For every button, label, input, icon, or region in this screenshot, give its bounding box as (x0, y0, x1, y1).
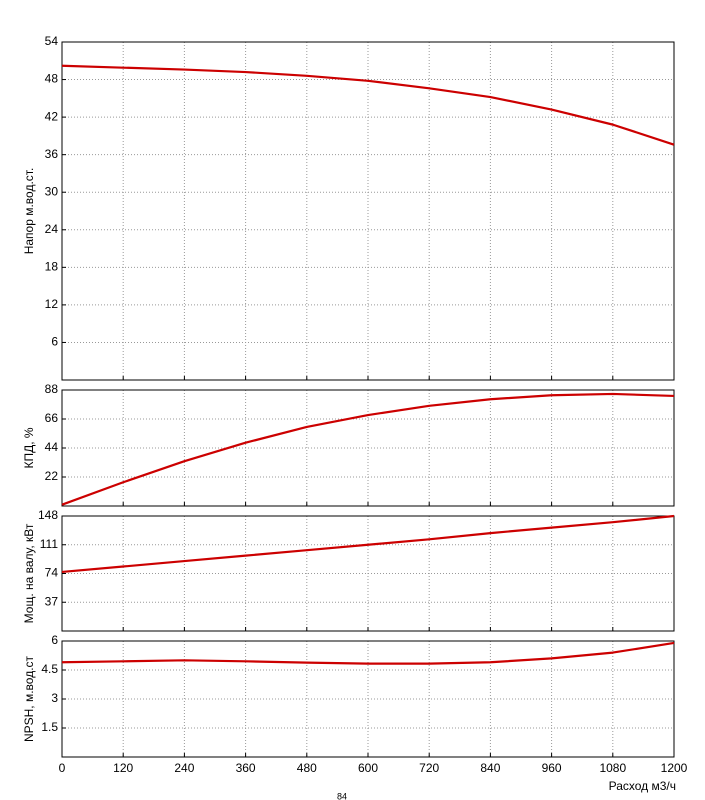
data-line (61, 641, 675, 665)
y-tick-label: 4.5 (41, 662, 58, 676)
y-tick-label: 88 (45, 382, 59, 396)
y-tick-label: 1.5 (41, 720, 58, 734)
plot-frame (61, 41, 675, 381)
y-axis-label: Напор м.вод.ст. (22, 168, 36, 255)
y-tick-label: 42 (45, 109, 59, 123)
plot-frame (61, 640, 675, 758)
y-tick-label: 22 (45, 469, 59, 483)
y-axis-label: Мощ. на валу, кВт (22, 523, 36, 623)
x-tick-label: 360 (236, 761, 256, 775)
x-tick-label: 0 (59, 761, 66, 775)
x-tick-label: 240 (174, 761, 194, 775)
y-tick-label: 6 (51, 335, 58, 349)
y-tick-label: 18 (45, 260, 59, 274)
plot-frame (61, 389, 675, 507)
y-tick-label: 24 (45, 222, 59, 236)
x-tick-label: 840 (480, 761, 500, 775)
plot-frame (61, 515, 675, 632)
data-line (61, 64, 675, 146)
y-tick-label: 30 (45, 184, 59, 198)
y-tick-label: 48 (45, 72, 59, 86)
y-tick-label: 74 (45, 566, 59, 580)
x-tick-label: 600 (358, 761, 378, 775)
x-tick-label: 960 (542, 761, 562, 775)
data-line (61, 392, 675, 506)
y-tick-label: 36 (45, 147, 59, 161)
y-axis-label: NPSH, м.вод.ст (22, 655, 36, 742)
data-line (61, 514, 675, 574)
y-tick-label: 44 (45, 440, 59, 454)
y-axis-label: КПД, % (22, 427, 36, 468)
y-tick-label: 66 (45, 411, 59, 425)
y-tick-label: 111 (40, 537, 59, 551)
x-tick-label: 1080 (599, 761, 626, 775)
x-tick-label: 1200 (661, 761, 688, 775)
y-tick-label: 37 (45, 594, 59, 608)
y-tick-label: 12 (45, 297, 59, 311)
x-tick-label: 480 (297, 761, 317, 775)
x-tick-label: 720 (419, 761, 439, 775)
y-tick-label: 148 (38, 508, 58, 522)
x-tick-label: 120 (113, 761, 133, 775)
y-tick-label: 3 (51, 691, 58, 705)
y-tick-label: 6 (51, 633, 58, 647)
x-axis-label: Расход м3/ч (609, 779, 676, 793)
y-tick-label: 54 (45, 34, 59, 48)
note: 84 (337, 791, 347, 800)
